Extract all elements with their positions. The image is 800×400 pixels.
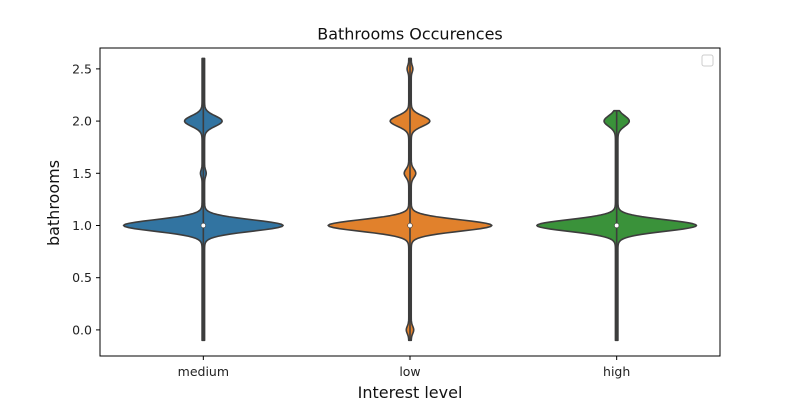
- median-point-medium: [200, 222, 206, 229]
- y-tick-label: 0.5: [72, 270, 92, 285]
- chart-title: Bathrooms Occurences: [317, 25, 503, 44]
- x-axis-title: Interest level: [358, 383, 463, 400]
- y-tick-label: 1.5: [72, 166, 92, 181]
- x-tick-label-medium: medium: [178, 364, 229, 379]
- x-tick-label-low: low: [399, 364, 420, 379]
- median-point-low: [407, 222, 413, 229]
- x-tick-label-high: high: [603, 364, 630, 379]
- plot-area: 0.0 0.5 1.0 1.5 2.0 2.5 medium low high: [72, 47, 721, 379]
- median-point-high: [614, 222, 620, 229]
- y-tick-label: 2.0: [72, 114, 92, 129]
- legend-box: [701, 54, 714, 67]
- y-axis-title: bathrooms: [44, 160, 63, 246]
- y-tick-label: 1.0: [72, 218, 92, 233]
- y-tick-label: 2.5: [72, 61, 92, 76]
- y-tick-label: 0.0: [72, 322, 92, 337]
